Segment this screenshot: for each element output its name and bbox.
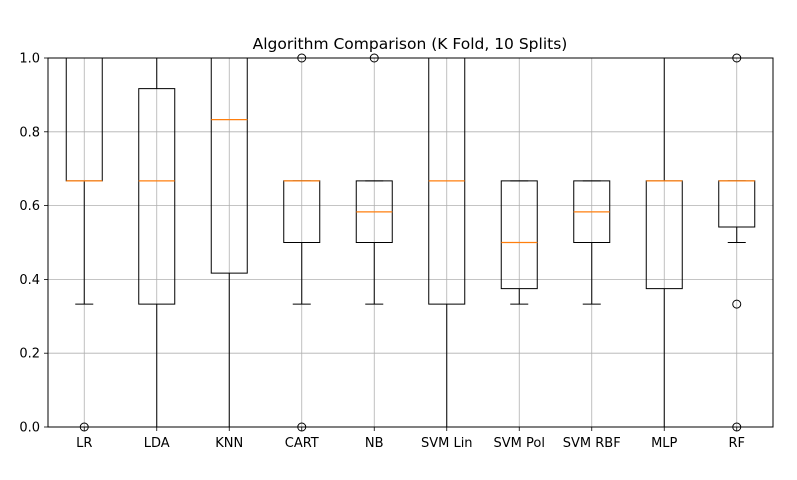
x-tick-label: RF bbox=[728, 436, 745, 451]
x-tick-label: LR bbox=[76, 436, 92, 451]
y-axis: 0.0 0.2 0.4 0.6 0.8 1.0 bbox=[19, 52, 48, 436]
x-tick-label: SVM Pol bbox=[494, 436, 545, 451]
box-body bbox=[138, 88, 176, 305]
y-tick-label: 0.0 bbox=[19, 421, 40, 436]
plot-area-frame bbox=[47, 57, 774, 428]
box-group-svm-pol bbox=[500, 180, 538, 305]
y-tick-label: 0.2 bbox=[19, 347, 40, 362]
x-tick-label: CART bbox=[285, 436, 319, 451]
box-body bbox=[500, 180, 538, 290]
y-tick-label: 1.0 bbox=[19, 52, 40, 67]
x-tick-label: KNN bbox=[215, 436, 243, 451]
x-tick-label: MLP bbox=[651, 436, 677, 451]
outlier-point bbox=[732, 299, 742, 309]
x-tick-label: SVM RBF bbox=[563, 436, 621, 451]
x-tick-label: NB bbox=[365, 436, 384, 451]
x-axis: LR LDA KNN CART NB SVM Lin SVM Pol SVM RBF MLP RF bbox=[76, 427, 745, 451]
box-series bbox=[65, 53, 756, 432]
y-tick-label: 0.6 bbox=[19, 199, 40, 214]
x-tick-label: LDA bbox=[144, 436, 170, 451]
chart-title: Algorithm Comparison (K Fold, 10 Splits) bbox=[253, 35, 568, 53]
box-group-nb bbox=[355, 53, 393, 305]
y-tick-label: 0.4 bbox=[19, 273, 40, 288]
y-tick-label: 0.8 bbox=[19, 125, 40, 140]
x-tick-label: SVM Lin bbox=[421, 436, 473, 451]
box-group-svm-rbf bbox=[573, 180, 611, 305]
